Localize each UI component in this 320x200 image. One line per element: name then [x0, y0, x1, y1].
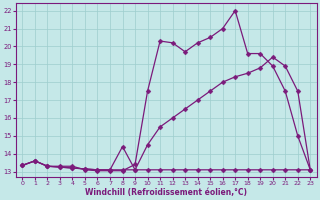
X-axis label: Windchill (Refroidissement éolien,°C): Windchill (Refroidissement éolien,°C) — [85, 188, 247, 197]
